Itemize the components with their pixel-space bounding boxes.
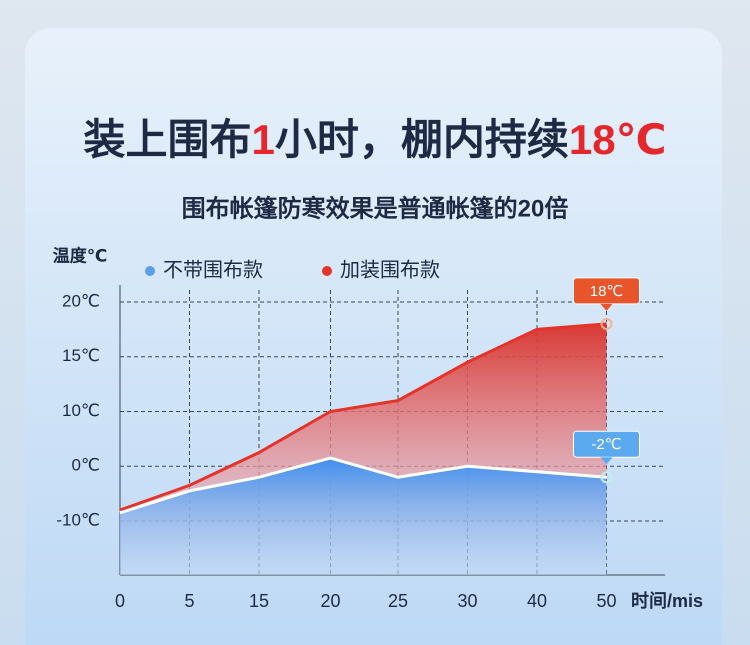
area	[120, 458, 607, 575]
legend-label: 不带围布款	[163, 258, 263, 281]
y-axis-label: 温度℃	[53, 245, 108, 265]
x-tick-label: 50	[596, 591, 616, 611]
data-label: -2℃	[591, 436, 621, 453]
callout-pointer	[600, 457, 613, 465]
title-part: 小时，棚内持续	[275, 116, 569, 163]
y-tick-label: 10℃	[62, 401, 100, 420]
point	[600, 471, 613, 484]
y-tick-label: 0℃	[71, 456, 100, 475]
point	[600, 317, 613, 330]
title-part: 18℃	[569, 116, 667, 163]
x-tick-label: 25	[388, 591, 408, 611]
callout-pointer	[600, 303, 613, 311]
line	[119, 456, 607, 515]
legend-label: 加装围布款	[340, 258, 440, 281]
x-tick-label: 5	[184, 591, 194, 611]
x-tick-label: 30	[457, 591, 477, 611]
x-tick-label: 40	[527, 591, 547, 611]
x-tick-label: 0	[115, 591, 125, 611]
subtitle: 围布帐篷防寒效果是普通帐篷的20倍	[182, 194, 569, 222]
line	[119, 322, 607, 512]
chart-title: 装上围布1小时，棚内持续18℃	[84, 116, 667, 163]
legend-dot	[145, 266, 155, 276]
x-axis-label: 时间/mis	[631, 591, 703, 611]
title-part: 1	[252, 116, 275, 163]
y-tick-label: 15℃	[62, 346, 100, 365]
x-tick-label: 20	[320, 591, 340, 611]
x-tick-label: 15	[249, 591, 269, 611]
legend-dot	[322, 266, 332, 276]
data-label: 18℃	[590, 283, 624, 300]
y-tick-label: -10℃	[56, 510, 100, 529]
title-part: 装上围布	[84, 116, 252, 163]
y-tick-label: 20℃	[62, 291, 100, 310]
